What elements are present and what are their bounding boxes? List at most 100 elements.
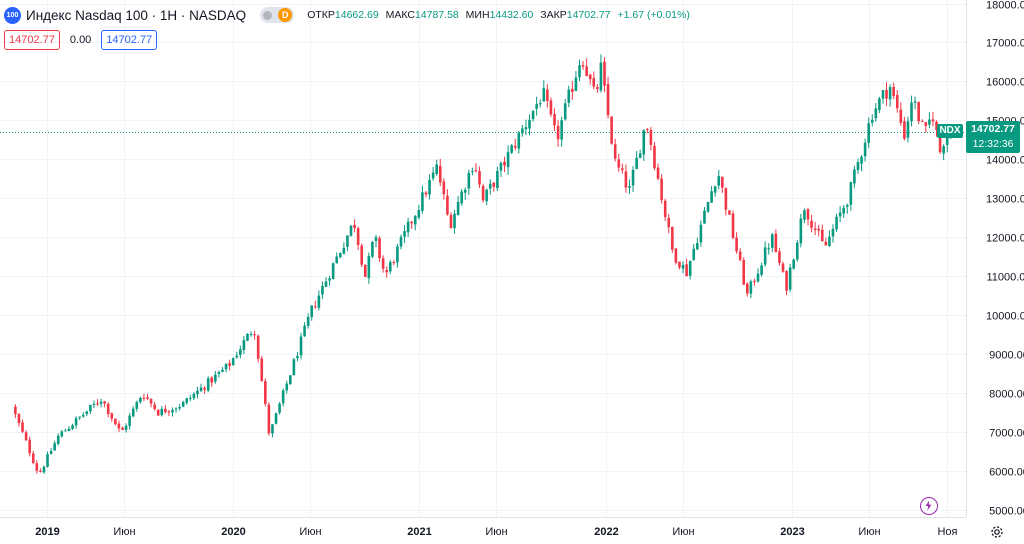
candle-body <box>310 305 314 318</box>
symbol-legend: 100 Индекс Nasdaq 100 · 1Н · NASDAQ D ОТ… <box>4 6 694 24</box>
candle-body <box>131 408 135 417</box>
data-status-toggle[interactable]: D <box>260 7 295 23</box>
candle-body <box>363 264 367 277</box>
candle-body <box>528 119 531 129</box>
candle-body <box>838 212 842 217</box>
candle-body <box>671 227 674 250</box>
high-label: МАКС <box>385 9 415 21</box>
x-tick-label: Июн <box>113 526 135 538</box>
candle-body <box>342 247 346 254</box>
candle-body <box>863 142 867 157</box>
candle-body <box>78 416 81 418</box>
candle-body <box>28 439 31 454</box>
candle-body <box>214 374 217 382</box>
candle-body <box>824 241 828 246</box>
candle-body <box>746 283 749 294</box>
candle-body <box>667 217 671 228</box>
candle-body <box>181 401 185 407</box>
candle-body <box>653 145 656 169</box>
candle-body <box>456 201 460 216</box>
flash-icon[interactable] <box>920 497 938 515</box>
candle-body <box>770 234 774 248</box>
candle-body <box>231 358 235 366</box>
candle-body <box>14 406 17 415</box>
candle-body <box>760 265 763 275</box>
candle-body <box>499 162 503 171</box>
candle-body <box>699 224 703 243</box>
candle-body <box>292 359 296 376</box>
candle-body <box>206 378 210 391</box>
candle-body <box>239 349 242 355</box>
candle-body <box>431 172 435 179</box>
candle-body <box>335 256 339 264</box>
candle-body <box>110 413 114 419</box>
candle-body <box>42 466 46 473</box>
candle-body <box>721 176 724 188</box>
candle-body <box>224 363 228 370</box>
candle-body <box>828 236 831 246</box>
candle-body <box>367 255 371 278</box>
symbol-title[interactable]: Индекс Nasdaq 100 · 1Н · NASDAQ <box>26 7 247 23</box>
candle-body <box>235 355 239 358</box>
candle-body <box>581 65 585 67</box>
y-tick-label: 8000.00 <box>989 389 1024 401</box>
candle-body <box>663 200 667 217</box>
sell-price-button[interactable]: 14702.77 <box>4 30 60 50</box>
candle-body <box>888 87 892 100</box>
last-price-value: 14702.77 <box>971 123 1015 135</box>
candle-body <box>396 246 399 263</box>
candle-body <box>742 259 746 285</box>
candle-body <box>81 414 85 417</box>
candle-body <box>303 325 306 337</box>
candle-body <box>299 336 303 356</box>
candle-body <box>485 189 488 202</box>
symbol-logo-icon[interactable]: 100 <box>4 6 21 24</box>
candle-body <box>471 171 474 173</box>
candle-body <box>417 210 421 218</box>
candle-body <box>913 101 917 103</box>
candle-body <box>328 278 331 281</box>
candle-body <box>114 418 117 425</box>
candle-body <box>681 264 685 269</box>
delayed-badge: D <box>278 8 293 22</box>
candle-body <box>199 387 203 391</box>
candle-body <box>503 161 506 166</box>
close-value: 14702.77 <box>566 9 611 21</box>
candle-body <box>885 89 888 99</box>
candle-body <box>92 403 96 406</box>
candle-body <box>728 210 731 215</box>
candle-body <box>60 431 64 437</box>
candle-body <box>35 463 39 471</box>
y-tick-label: 17000.00 <box>986 38 1024 50</box>
gear-icon[interactable] <box>990 525 1004 539</box>
candle-body <box>635 157 638 170</box>
candle-body <box>496 170 499 188</box>
candle-body <box>938 129 942 153</box>
spread-value: 0.00 <box>69 34 92 46</box>
candle-body <box>478 171 481 185</box>
open-label: ОТКР <box>307 9 335 21</box>
candle-body <box>374 237 378 241</box>
candle-body <box>842 207 845 214</box>
candle-body <box>103 401 106 404</box>
buy-price-button[interactable]: 14702.77 <box>101 30 158 50</box>
candle-body <box>638 153 642 158</box>
candle-body <box>49 450 53 454</box>
x-tick-label: 2019 <box>35 526 59 538</box>
candle-body <box>560 120 563 140</box>
close-label: ЗАКР <box>540 9 567 21</box>
candle-body <box>488 183 492 189</box>
candle-body <box>271 424 274 434</box>
candle-body <box>189 397 192 399</box>
candle-body <box>856 162 860 170</box>
x-tick-label: 2021 <box>407 526 431 538</box>
candle-body <box>56 435 60 444</box>
candle-body <box>878 98 881 111</box>
trade-price-boxes: 14702.77 0.00 14702.77 <box>4 30 158 50</box>
candle-body <box>256 335 260 359</box>
candle-body <box>210 377 214 383</box>
candle-body <box>388 262 392 272</box>
candle-body <box>403 231 406 237</box>
candle-body <box>799 218 803 244</box>
